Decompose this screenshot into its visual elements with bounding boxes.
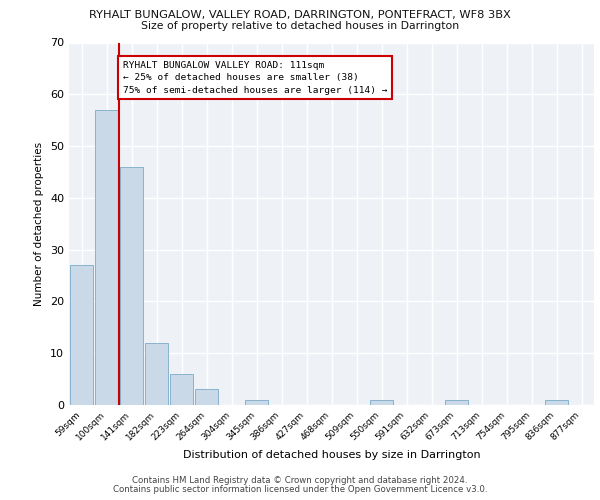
Bar [245, 400, 268, 405]
Text: Contains HM Land Registry data © Crown copyright and database right 2024.: Contains HM Land Registry data © Crown c… [132, 476, 468, 485]
Bar [95, 110, 118, 405]
Bar [119, 167, 143, 405]
Text: RYHALT BUNGALOW, VALLEY ROAD, DARRINGTON, PONTEFRACT, WF8 3BX: RYHALT BUNGALOW, VALLEY ROAD, DARRINGTON… [89, 10, 511, 20]
Text: Contains public sector information licensed under the Open Government Licence v3: Contains public sector information licen… [113, 484, 487, 494]
Bar [545, 400, 568, 405]
Bar [170, 374, 193, 405]
Text: RYHALT BUNGALOW VALLEY ROAD: 111sqm
← 25% of detached houses are smaller (38)
75: RYHALT BUNGALOW VALLEY ROAD: 111sqm ← 25… [123, 60, 387, 94]
Bar [445, 400, 469, 405]
Bar [370, 400, 394, 405]
Bar [194, 390, 218, 405]
Y-axis label: Number of detached properties: Number of detached properties [34, 142, 44, 306]
Text: Size of property relative to detached houses in Darrington: Size of property relative to detached ho… [141, 21, 459, 31]
Bar [70, 265, 94, 405]
Bar [145, 343, 169, 405]
X-axis label: Distribution of detached houses by size in Darrington: Distribution of detached houses by size … [182, 450, 481, 460]
